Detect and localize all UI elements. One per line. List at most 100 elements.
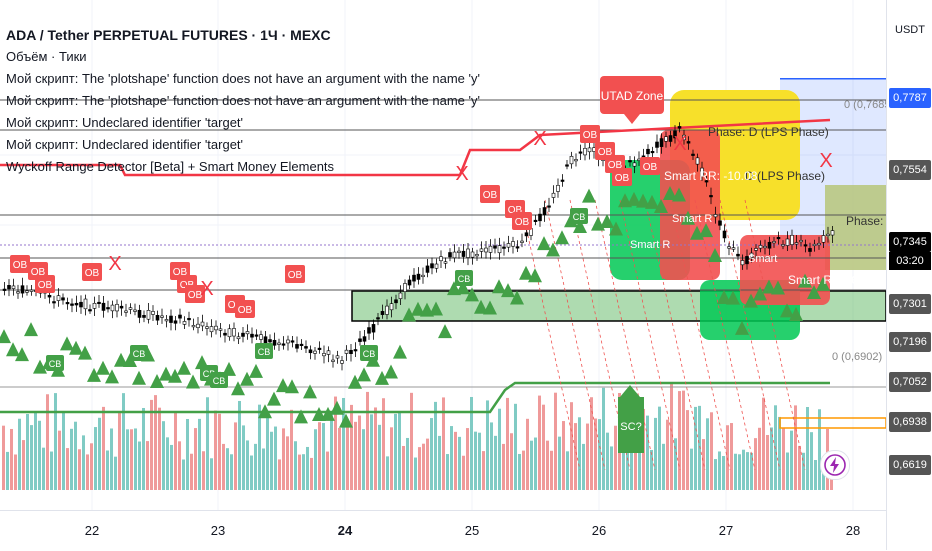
signal-triangle (150, 374, 164, 389)
candle-body (331, 359, 335, 362)
signal-triangle (159, 366, 173, 381)
chart-area[interactable]: OBOBOBOBOBOBOBOBOBOBOBOBOBOBOBOBOBOBCBCB… (0, 0, 886, 510)
candle-body (727, 246, 731, 249)
volume-bar (142, 407, 145, 490)
volume-bar (354, 421, 357, 490)
ob-label-box (82, 263, 102, 281)
candle-body (236, 336, 241, 340)
volume-bar (534, 437, 537, 490)
legend-script-error-4[interactable]: Мой скрипт: Undeclared identifier 'targe… (6, 137, 244, 152)
volume-bar (318, 422, 321, 490)
volume-bar (162, 421, 165, 490)
volume-bar (234, 422, 237, 490)
signal-triangle (573, 218, 587, 233)
signal-triangle (645, 194, 659, 209)
volume-bar (98, 417, 101, 490)
volume-bar (414, 457, 417, 490)
time-axis[interactable]: 22 23 24 25 26 27 28 (0, 510, 886, 551)
candle-body (502, 246, 506, 249)
candle-body (686, 141, 691, 144)
signal-triangle (627, 191, 641, 206)
candle-body (565, 164, 569, 167)
legend-script-error-3[interactable]: Мой скрипт: Undeclared identifier 'targe… (6, 115, 244, 130)
volume-bar (582, 443, 585, 490)
utad-label-pointer (624, 114, 640, 124)
cb-label: CB (363, 349, 376, 359)
candle-body (263, 336, 268, 344)
volume-bar (190, 453, 193, 490)
volume-bar (762, 397, 765, 490)
candle-body (812, 243, 817, 247)
phase-lps-label-2: D (LPS Phase) (745, 169, 825, 183)
legend-volume[interactable]: Объём · Тики (6, 49, 87, 64)
candle-body (560, 179, 565, 182)
ob-label-box (640, 157, 660, 175)
candle-body (425, 265, 430, 273)
signal-triangle (411, 301, 425, 316)
volume-bar (590, 397, 593, 490)
volume-bar (150, 399, 153, 490)
volume-bar (818, 409, 821, 490)
candle-body (488, 245, 493, 253)
signal-triangle (114, 352, 128, 367)
legend-script-error-2[interactable]: Мой скрипт: The 'plotshape' function doe… (6, 93, 480, 108)
signal-triangle (285, 379, 299, 394)
volume-bar (478, 432, 481, 490)
volume-bar (402, 445, 405, 490)
candle-body (16, 291, 20, 294)
volume-bar (118, 412, 121, 490)
fib-bottom-label: 0 (0,6902) (832, 351, 882, 363)
volume-bar (630, 416, 633, 490)
price-axis[interactable]: USDT 0,7787 0,7554 0,7345 03:20 0,7301 0… (886, 0, 932, 550)
time-label-24: 24 (337, 523, 353, 538)
candle-body (475, 254, 479, 257)
volume-bar (74, 421, 77, 490)
signal-triangle (69, 340, 83, 355)
candle-body (439, 256, 443, 262)
alert-button[interactable] (820, 450, 850, 480)
volume-bar (470, 396, 473, 490)
volume-bar (130, 429, 133, 490)
ob-label: OB (173, 267, 188, 278)
candle-body (632, 162, 637, 167)
currency-label[interactable]: USDT (895, 24, 925, 36)
cb-label-box (255, 343, 273, 359)
symbol-title[interactable]: ADA / Tether PERPETUAL FUTURES · 1Ч · ME… (6, 27, 331, 43)
volume-bar (390, 427, 393, 490)
volume-bar (690, 448, 693, 490)
candle-body (484, 247, 488, 253)
signal-triangle (96, 360, 110, 375)
volume-bar (366, 391, 369, 490)
volume-bar (558, 436, 561, 490)
volume-bar (486, 400, 489, 490)
candle-body (430, 263, 434, 269)
signal-triangle (231, 381, 245, 396)
signal-triangle (105, 369, 119, 384)
candle-body (434, 263, 439, 269)
volume-bar (518, 453, 521, 490)
price-chart[interactable]: OBOBOBOBOBOBOBOBOBOBOBOBOBOBOBOBOBOBCBCB… (0, 0, 886, 510)
candle-body (92, 302, 97, 309)
volume-bar (250, 455, 253, 490)
signal-triangle (267, 391, 281, 406)
volume-bar (166, 437, 169, 490)
volume-bar (222, 443, 225, 490)
candle-body (709, 195, 713, 198)
candle-body (101, 302, 106, 311)
volume-bar (326, 451, 329, 490)
signal-triangle (807, 285, 821, 300)
legend-script-error-1[interactable]: Мой скрипт: The 'plotshape' function doe… (6, 71, 480, 86)
legend-wyckoff[interactable]: Wyckoff Range Detector [Beta] + Smart Mo… (6, 159, 335, 174)
volume-bar (358, 415, 361, 490)
price-tag-1: 0,7787 (889, 88, 931, 108)
signal-triangle (330, 400, 344, 415)
candle-body (2, 288, 7, 291)
volume-bar (238, 400, 241, 490)
time-label-28: 28 (845, 523, 861, 538)
candle-body (205, 326, 209, 329)
signal-triangle (546, 242, 560, 257)
volume-bar (226, 448, 229, 490)
candle-body (695, 157, 700, 165)
candle-body (497, 245, 502, 254)
volume-bar (490, 422, 493, 490)
